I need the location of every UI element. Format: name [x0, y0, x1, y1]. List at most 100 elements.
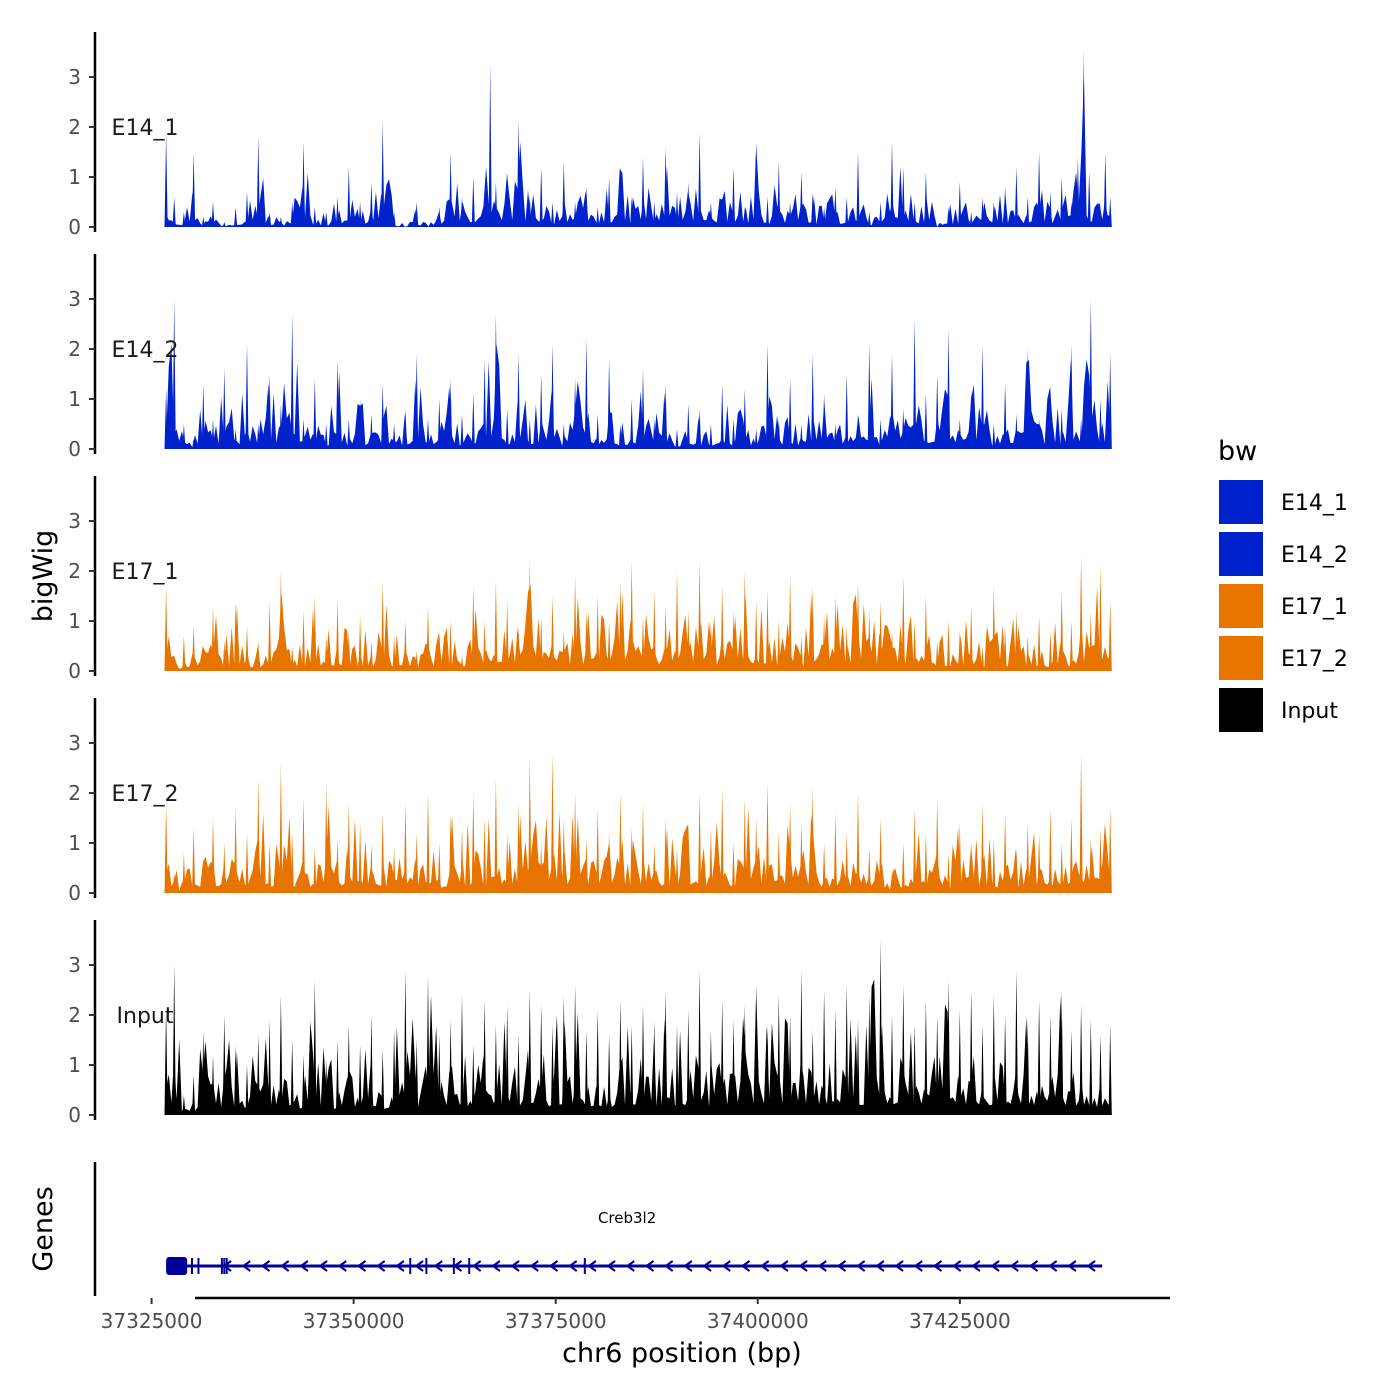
- signal-peak: [222, 843, 226, 893]
- signal-peak: [528, 197, 532, 227]
- signal-peak: [290, 1040, 294, 1115]
- signal-peak: [867, 848, 871, 893]
- signal-peak: [607, 833, 611, 893]
- signal-peak: [201, 217, 205, 227]
- y-tick-label: 0: [68, 1103, 81, 1127]
- signal-peak: [958, 823, 962, 893]
- signal-peak: [1089, 1020, 1093, 1115]
- y-axis-title: bigWig: [28, 530, 59, 623]
- signal-peak: [1048, 808, 1052, 893]
- signal-peak: [415, 651, 419, 671]
- signal-peak: [392, 1030, 396, 1115]
- x-axis-title: chr6 position (bp): [562, 1338, 802, 1369]
- signal-peak: [698, 561, 702, 671]
- signal-peak: [856, 152, 860, 227]
- x-tick-label: 37325000: [101, 1309, 203, 1333]
- signal-peak: [279, 217, 283, 227]
- signal-peak: [301, 611, 306, 671]
- signal-peak: [924, 1000, 928, 1115]
- signal-peak: [1079, 1005, 1083, 1115]
- signal-peak: [946, 980, 951, 1115]
- signal-peak: [1103, 152, 1107, 227]
- signal-peak: [652, 1020, 656, 1115]
- signal-peak: [777, 995, 781, 1115]
- signal-peak: [890, 1015, 894, 1115]
- signal-peak: [437, 1035, 441, 1115]
- signal-peak: [675, 571, 679, 671]
- strand-arrow: [222, 1260, 232, 1272]
- signal-peak: [833, 813, 837, 893]
- signal-peak: [164, 389, 168, 449]
- x-axis: 37325000 37350000 37375000 37400000 37425000: [101, 1296, 1170, 1333]
- signal-peak: [845, 833, 849, 893]
- strand-arrow: [510, 1260, 520, 1272]
- signal-peak: [607, 177, 611, 227]
- signal-peak: [347, 419, 351, 449]
- strand-arrow: [375, 1260, 386, 1272]
- track-label: E14_2: [112, 338, 179, 363]
- signal-peak: [256, 1035, 260, 1115]
- signal-peak: [743, 207, 747, 227]
- signal-peak: [573, 985, 577, 1115]
- signal-peak: [211, 606, 215, 671]
- signal-peak: [1079, 556, 1083, 671]
- signal-peak: [268, 601, 272, 671]
- signal-peak: [211, 419, 215, 449]
- signal-peak: [562, 162, 566, 227]
- signal-peak: [301, 142, 306, 227]
- legend-label: E17_1: [1281, 595, 1348, 620]
- strand-arrow: [318, 1260, 328, 1272]
- signal-peak: [222, 641, 226, 671]
- signal-peak: [290, 646, 294, 671]
- signal-peak: [245, 626, 249, 671]
- signal-peak: [211, 1055, 215, 1115]
- signal-peak: [652, 591, 656, 671]
- strand-arrow: [1009, 1260, 1019, 1272]
- signal-peak: [652, 843, 656, 893]
- signal-peak: [946, 621, 951, 671]
- signal-peak: [358, 399, 362, 449]
- signal-peak: [698, 132, 702, 227]
- signal-peak: [992, 586, 996, 671]
- signal-peak: [1089, 838, 1093, 893]
- signal-peak: [856, 414, 860, 449]
- y-tick-label: 0: [68, 659, 81, 683]
- signal-peak: [867, 212, 871, 227]
- gene-label: Creb3l2: [598, 1209, 656, 1227]
- signal-peak: [1060, 591, 1064, 671]
- track-label: Input: [117, 1004, 174, 1029]
- signal-peak: [765, 344, 770, 449]
- signal-peak: [890, 354, 894, 449]
- signal-peak: [1060, 990, 1064, 1115]
- strand-arrow: [433, 1260, 443, 1272]
- signal-peak: [415, 833, 419, 893]
- signal-peak: [290, 833, 294, 893]
- signal-peak: [505, 833, 509, 893]
- strand-arrow: [759, 1260, 770, 1272]
- signal-peak: [201, 1030, 205, 1115]
- signal-peak: [573, 202, 577, 227]
- signal-peak: [913, 319, 917, 449]
- signal-peak: [1060, 843, 1064, 893]
- signal-peak: [437, 631, 441, 671]
- signal-peak: [471, 177, 475, 227]
- signal-area: [166, 979, 1111, 1115]
- signal-peak: [164, 134, 168, 227]
- signal-peak: [743, 798, 747, 893]
- signal-peak: [630, 197, 634, 227]
- signal-peak: [1069, 1030, 1073, 1115]
- signal-peak: [980, 1025, 985, 1115]
- signal-peak: [992, 838, 996, 893]
- signal-peak: [347, 167, 351, 227]
- signal-peak: [426, 606, 430, 671]
- signal-peak: [584, 838, 588, 893]
- signal-peak: [765, 197, 770, 227]
- signal-peak: [245, 192, 249, 227]
- signal-peak: [539, 374, 543, 449]
- signal-peak: [437, 207, 441, 227]
- signal-peak: [550, 202, 555, 227]
- signal-peak: [686, 404, 690, 449]
- signal-peak: [1076, 157, 1080, 227]
- strand-arrow: [721, 1260, 731, 1272]
- signal-peak: [192, 1075, 196, 1115]
